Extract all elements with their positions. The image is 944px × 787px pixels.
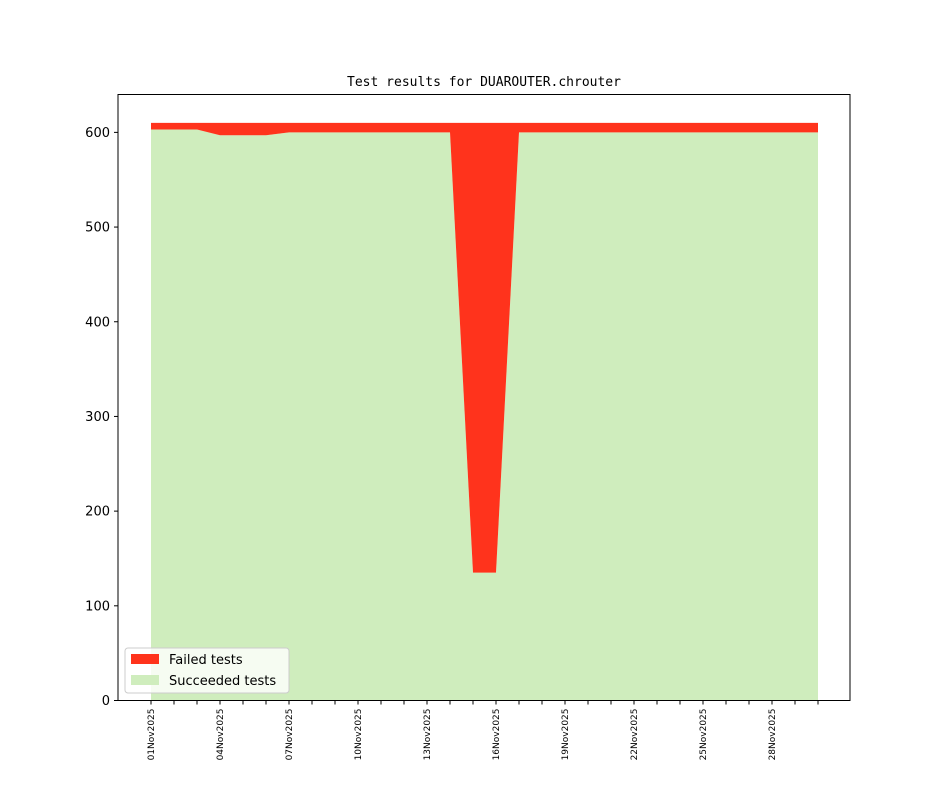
x-tick-label: 01Nov2025 [147,709,157,761]
x-axis: 01Nov2025 04Nov2025 07Nov2025 10Nov2025 13No… [147,700,819,761]
plot-frame [117,94,851,701]
legend: Failed tests Succeeded tests [124,647,290,694]
y-tick-label: 400 [85,315,110,330]
series-layer [151,122,818,701]
y-axis: 0 100 200 300 400 500 600 [85,126,118,709]
y-tick-label: 200 [85,505,110,520]
area-succeeded [151,129,818,701]
area-failed [151,122,818,573]
legend-label-succeeded: Succeeded tests [169,674,276,689]
x-tick-label: 28Nov2025 [768,709,778,761]
x-tick-label: 16Nov2025 [492,709,502,761]
y-tick-label: 0 [102,694,110,709]
legend-label-failed: Failed tests [169,653,243,668]
legend-swatch-succeeded [131,675,159,685]
legend-swatch-failed [131,654,159,664]
x-tick-label: 25Nov2025 [699,709,709,761]
x-tick-label: 04Nov2025 [216,709,226,761]
chart-title: Test results for DUAROUTER.chrouter [347,75,621,90]
y-tick-label: 300 [85,410,110,425]
y-tick-label: 100 [85,599,110,614]
x-tick-label: 22Nov2025 [630,709,640,761]
x-tick-label: 07Nov2025 [285,709,295,761]
legend-frame [124,647,290,694]
x-tick-label: 10Nov2025 [354,709,364,761]
y-tick-label: 500 [85,221,110,236]
x-tick-label: 19Nov2025 [561,709,571,761]
y-tick-label: 600 [85,126,110,141]
x-tick-label: 13Nov2025 [423,709,433,761]
